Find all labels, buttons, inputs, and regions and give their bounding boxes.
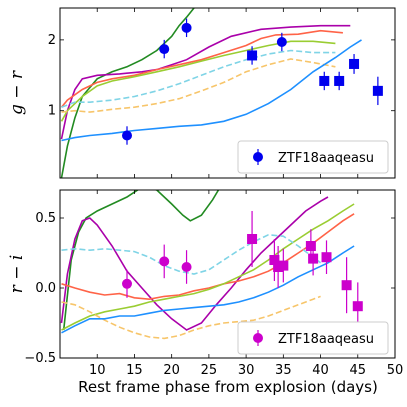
legend-box	[237, 321, 389, 355]
data-point-square	[273, 262, 284, 272]
data-point-circle	[122, 278, 132, 289]
data-point-square	[352, 301, 363, 312]
template-curve-7	[61, 245, 355, 334]
data-point-square	[247, 50, 258, 61]
legend-label: ZTF18aaqeasu	[278, 332, 374, 347]
data-point-circle	[159, 44, 170, 55]
legend-label: ZTF18aaqeasu	[278, 151, 374, 166]
legend: ZTF18aaqeasu	[237, 140, 389, 174]
data-point-square	[334, 75, 345, 86]
x-axis-label: Rest frame phase from explosion (days)	[78, 378, 378, 396]
plot-frame	[59, 189, 396, 359]
data-point-square	[349, 58, 360, 69]
data-point-circle	[159, 256, 170, 267]
template-curve-2	[60, 196, 329, 331]
x-tick-label: 25	[201, 363, 218, 378]
data-point-square	[247, 234, 258, 244]
x-tick-label: 45	[350, 363, 367, 378]
template-curve-2	[60, 24, 351, 140]
legend-marker	[253, 333, 263, 343]
data-point-square	[319, 75, 330, 86]
template-curve-3	[60, 29, 343, 108]
y-tick-label: −0.5	[24, 351, 56, 366]
template-curve-4	[61, 203, 355, 331]
observation-points	[122, 18, 383, 145]
x-tick-label: 40	[312, 363, 329, 378]
template-curve-1	[60, 8, 195, 178]
y-tick-label: 0.0	[35, 281, 56, 296]
x-tick-label: 35	[275, 363, 292, 378]
observation-points	[122, 211, 363, 330]
template-curve-1	[62, 190, 220, 331]
template-curves	[60, 8, 362, 178]
y-tick-label: 0.5	[35, 211, 56, 226]
x-tick-label: 20	[163, 363, 180, 378]
legend-box	[237, 140, 389, 174]
data-point-square	[305, 241, 316, 251]
data-point-circle	[122, 130, 132, 141]
template-curve-7	[61, 39, 362, 142]
data-point-square	[341, 280, 352, 291]
data-point-square	[372, 85, 383, 96]
data-point-square	[269, 255, 280, 265]
data-point-square	[321, 252, 332, 263]
r-minus-i-panel: 10 15 20 25 30 35 40 45 50 −0.5 0.0 0.5 r − i ZTF18aa…	[7, 189, 404, 378]
template-curve-5	[61, 233, 322, 275]
template-curve-6	[61, 58, 336, 113]
template-curve-5	[61, 49, 336, 108]
data-point-square	[278, 260, 289, 271]
legend: ZTF18aaqeasu	[237, 321, 389, 355]
data-point-circle	[276, 37, 287, 47]
legend-marker	[253, 152, 263, 162]
x-tick-label: 50	[387, 363, 404, 378]
template-curve-6	[61, 295, 321, 340]
data-point-circle	[181, 22, 192, 33]
x-tick-label: 15	[126, 363, 143, 378]
y-tick-label: 1	[48, 104, 56, 119]
data-point-square	[308, 253, 319, 264]
plot-frame	[59, 7, 396, 179]
y-tick-label: 2	[48, 33, 56, 48]
data-point-circle	[181, 262, 192, 272]
y-axis-label: g − r	[7, 70, 27, 115]
x-tick-label: 30	[238, 363, 255, 378]
x-tick-label: 10	[89, 363, 106, 378]
y-axis-label: r − i	[7, 255, 27, 294]
g-minus-r-panel: 1 2 g − r ZTF18aaqeasu	[7, 7, 396, 179]
